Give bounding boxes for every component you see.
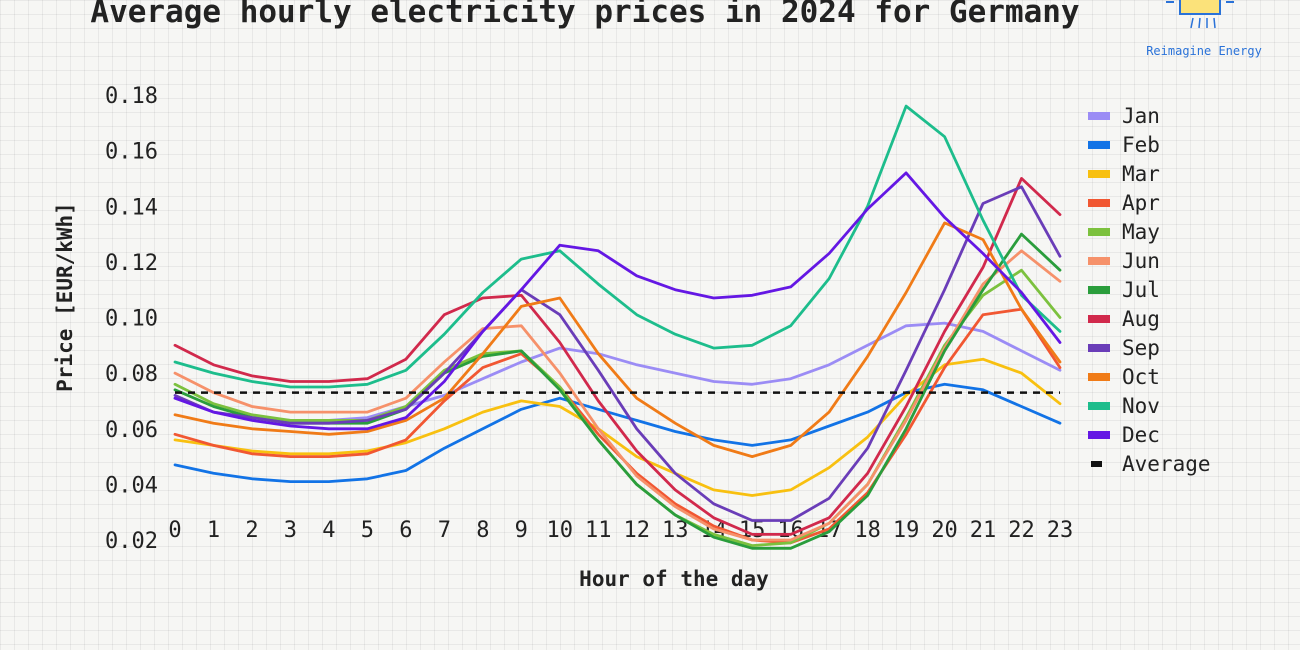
- legend-swatch-jul: [1088, 286, 1110, 294]
- y-tick-label: 0.10: [105, 307, 158, 332]
- legend-label-oct: Oct: [1122, 365, 1160, 389]
- legend-swatch-apr: [1088, 199, 1110, 207]
- legend-label-dec: Dec: [1122, 423, 1160, 447]
- series-line-jul: [173, 232, 1062, 550]
- y-tick-label: 0.04: [105, 473, 158, 498]
- series-line-jun: [173, 249, 1062, 542]
- x-tick-label: 12: [623, 518, 650, 543]
- legend-swatch-dec: [1088, 431, 1110, 439]
- legend-swatch-nov: [1088, 402, 1110, 410]
- sun-panel-icon: [1166, 0, 1234, 29]
- y-tick-label: 0.12: [105, 251, 158, 276]
- legend-label-jan: Jan: [1122, 104, 1160, 128]
- x-tick-label: 2: [245, 518, 258, 543]
- x-tick-label: 9: [515, 518, 528, 543]
- x-tick-label: 10: [547, 518, 574, 543]
- legend-swatch-average: [1091, 461, 1102, 467]
- legend-label-nov: Nov: [1122, 394, 1160, 418]
- chart-title: Average hourly electricity prices in 202…: [90, 0, 1079, 30]
- series-line-may: [173, 268, 1062, 547]
- y-tick-label: 0.16: [105, 140, 158, 165]
- legend-label-apr: Apr: [1122, 191, 1160, 215]
- legend-swatch-jun: [1088, 257, 1110, 265]
- y-axis-label: Price [EUR/kWh]: [53, 202, 77, 392]
- x-axis-label: Hour of the day: [579, 567, 769, 591]
- legend-label-aug: Aug: [1122, 307, 1160, 331]
- x-tick-label: 18: [854, 518, 881, 543]
- x-tick-label: 22: [1008, 518, 1035, 543]
- y-tick-label: 0.06: [105, 418, 158, 443]
- x-tick-label: 19: [893, 518, 920, 543]
- series-lines: [173, 104, 1062, 550]
- x-tick-label: 0: [168, 518, 181, 543]
- x-tick-label: 11: [585, 518, 612, 543]
- series-line-nov: [173, 104, 1062, 389]
- series-line-dec: [173, 171, 1062, 431]
- series-line-aug: [173, 176, 1062, 536]
- x-tick-label: 6: [399, 518, 412, 543]
- legend-label-mar: Mar: [1122, 162, 1160, 186]
- legend-label-may: May: [1122, 220, 1160, 244]
- x-tick-label: 13: [662, 518, 689, 543]
- y-tick-label: 0.08: [105, 362, 158, 387]
- legend-swatch-oct: [1088, 373, 1110, 381]
- legend: Jan Feb Mar Apr May Jun Jul Aug Sep Oct Nov Dec Aver…: [1088, 104, 1211, 476]
- y-tick-label: 0.18: [105, 84, 158, 109]
- x-tick-label: 1: [207, 518, 220, 543]
- legend-label-jul: Jul: [1122, 278, 1160, 302]
- legend-swatch-mar: [1088, 170, 1110, 178]
- legend-swatch-jan: [1088, 112, 1110, 120]
- legend-label-feb: Feb: [1122, 133, 1160, 157]
- legend-swatch-may: [1088, 228, 1110, 236]
- legend-label-jun: Jun: [1122, 249, 1160, 273]
- legend-label-average: Average: [1122, 452, 1211, 476]
- y-tick-label: 0.14: [105, 195, 158, 220]
- legend-label-sep: Sep: [1122, 336, 1160, 360]
- x-tick-label: 5: [361, 518, 374, 543]
- x-tick-label: 4: [322, 518, 335, 543]
- x-tick-label: 7: [438, 518, 451, 543]
- legend-swatch-feb: [1088, 141, 1110, 149]
- x-tick-label: 21: [970, 518, 997, 543]
- series-line-sep: [173, 185, 1062, 522]
- x-tick-label: 20: [931, 518, 958, 543]
- y-tick-label: 0.02: [105, 529, 158, 554]
- x-axis-ticks: 0 1 2 3 4 5 6 7 8 9 10 11 12 13 14 15 16 17 18 19 20 21 22 23: [168, 518, 1073, 543]
- brand-logo: Reimagine Energy: [1146, 0, 1262, 58]
- x-tick-label: 3: [284, 518, 297, 543]
- series-line-jan: [173, 321, 1062, 422]
- series-line-mar: [173, 357, 1062, 497]
- legend-swatch-aug: [1088, 315, 1110, 323]
- x-tick-label: 23: [1047, 518, 1074, 543]
- y-axis-ticks: 0.02 0.04 0.06 0.08 0.10 0.12 0.14 0.16 0.18: [105, 84, 158, 554]
- brand-name: Reimagine Energy: [1146, 44, 1262, 58]
- legend-swatch-sep: [1088, 344, 1110, 352]
- x-tick-label: 8: [476, 518, 489, 543]
- series-line-oct: [173, 221, 1062, 459]
